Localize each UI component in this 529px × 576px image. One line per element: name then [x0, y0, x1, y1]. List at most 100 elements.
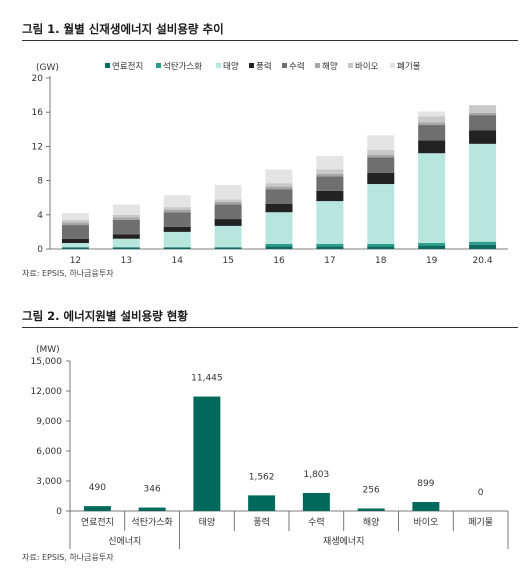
figure1-bar-segment — [61, 219, 89, 223]
figure2-group-label: 재생에너지 — [323, 536, 364, 547]
figure1-bar-segment — [61, 222, 89, 226]
figure1-bar-segment — [316, 155, 344, 170]
figure1-ytick-label: 4 — [37, 211, 43, 221]
figure1-legend-label: 수력 — [289, 61, 305, 72]
figure1-bar-segment — [61, 225, 89, 239]
figure1-legend-label: 바이오 — [355, 61, 379, 72]
figure1-bar-segment — [469, 241, 497, 245]
figure1-bar-segment — [163, 195, 191, 208]
figure1-bar-segment — [316, 201, 344, 244]
figure2-data-label: 899 — [417, 479, 434, 489]
figure1-legend-swatch — [216, 63, 221, 68]
figure1-bar-segment — [469, 105, 497, 113]
figure1-bar-segment — [316, 169, 344, 174]
figure1-bar-segment — [265, 212, 293, 244]
figure1-bar-segment — [418, 153, 446, 244]
figure1-bar-segment — [418, 140, 446, 154]
figure1-bar-segment — [112, 238, 140, 248]
figure1-bar-segment — [61, 213, 89, 220]
figure2-ytick-label: 15,000 — [31, 357, 63, 367]
figure1-bar-segment — [61, 243, 89, 248]
figure2-data-label: 490 — [89, 483, 106, 493]
figure1-bar-segment — [265, 246, 293, 249]
figure1-bar-segment — [316, 243, 344, 247]
figure1-bar-segment — [112, 217, 140, 220]
figure1-bar-segment — [367, 149, 395, 155]
figure1-bar-segment — [265, 169, 293, 184]
figure2-rule — [22, 327, 518, 328]
figure2-xtick-label: 수력 — [308, 516, 325, 528]
figure2-xtick-label: 풍력 — [253, 516, 270, 528]
figure2-ytick-label: 6,000 — [36, 447, 62, 457]
figure1-bar-segment — [214, 219, 242, 226]
figure1-bar-segment — [214, 225, 242, 248]
figure1-legend-swatch — [348, 63, 353, 68]
figure1-unit-label: (GW) — [36, 63, 59, 73]
figure1-ytick-label: 8 — [37, 177, 43, 187]
figure2-data-label: 1,803 — [303, 470, 329, 480]
figure2-data-label: 256 — [363, 485, 380, 495]
figure1-bar-segment — [367, 243, 395, 247]
figure1-bar-segment — [163, 207, 191, 210]
figure1-bar-segment — [265, 186, 293, 190]
figure1-bar-segment — [112, 214, 140, 218]
figure2-ytick-label: 0 — [56, 507, 62, 517]
figure1-chart: (GW) 0 4 8 12 16 20 12 13 14 15 16 17 18 19 20.4 연료전지 석탄가… — [32, 61, 508, 266]
figure1-xtick-label: 13 — [121, 256, 132, 266]
figure2-bar — [193, 396, 221, 511]
figure1-bar-segment — [214, 184, 242, 200]
figure1-bar-segment — [112, 204, 140, 215]
figure1-xtick-label: 18 — [375, 256, 387, 266]
figure1-xtick-label: 16 — [273, 256, 285, 266]
figure1-bar-segment — [265, 189, 293, 204]
figure1-bar-segment — [418, 116, 446, 123]
figure2-ytick-label: 9,000 — [36, 417, 62, 427]
figure1-bar-segment — [469, 115, 497, 131]
figure1-xtick-label: 17 — [324, 256, 335, 266]
figure1-bar-segment — [163, 226, 191, 232]
figure1-bar-segment — [163, 231, 191, 248]
figure2-bar — [83, 506, 111, 511]
figure2-xtick-label: 해양 — [363, 517, 380, 528]
figure2-source: 자료: EPSIS, 하나금융투자 — [22, 553, 114, 562]
figure1-bar-segment — [367, 154, 395, 158]
figure1-xtick-label: 19 — [426, 256, 438, 266]
figure1-bar-segment — [316, 246, 344, 249]
figure1-bar-segment — [316, 173, 344, 177]
figure2-unit-label: (MW) — [36, 345, 60, 355]
figure1-bar-segment — [163, 212, 191, 227]
figure1-bar-segment — [214, 201, 242, 205]
figure2-ytick-label: 12,000 — [31, 387, 63, 397]
figure1-xtick-label: 15 — [222, 256, 233, 266]
figure1-bar-segment — [469, 143, 497, 242]
figure1-legend-label: 석탄가스화 — [163, 61, 202, 72]
figure1-bar-segment — [418, 125, 446, 141]
figure1-bar-segment — [265, 243, 293, 247]
figure2-xtick-label: 연료전지 — [81, 517, 114, 528]
figure2-xtick-label: 태양 — [199, 517, 216, 528]
figure1-xtick-label: 20.4 — [473, 256, 493, 266]
figure1-bar-segment — [367, 172, 395, 185]
figure1-legend-swatch — [105, 63, 110, 68]
figure2-bar — [302, 492, 330, 511]
figure1-bar-segment — [469, 244, 497, 249]
figure1-bar-segment — [214, 204, 242, 220]
figure1-bar-segment — [61, 238, 89, 244]
figure1-legend-swatch — [315, 63, 320, 68]
figure2-data-label: 0 — [478, 488, 484, 498]
figure1-legend-label: 태양 — [223, 61, 239, 72]
figure2-group-label: 신에너지 — [108, 536, 141, 547]
figure1-source: 자료: EPSIS, 하나금융투자 — [22, 269, 114, 278]
figure2-data-label: 346 — [144, 485, 161, 495]
figure1-title: 그림 1. 월별 신재생에너지 설비용량 추이 — [22, 22, 224, 36]
figure2-title: 그림 2. 에너지원별 설비용량 현황 — [22, 309, 188, 323]
figure1-bar-segment — [265, 203, 293, 213]
figure1-bar-segment — [418, 245, 446, 249]
figure1-bar-segment — [316, 176, 344, 191]
figure1-bar-segment — [214, 247, 242, 249]
figure1-legend-swatch — [156, 63, 161, 68]
figure1-bar-segment — [418, 243, 446, 246]
figure1-legend-swatch — [282, 63, 287, 68]
figure1-bar-segment — [163, 209, 191, 213]
